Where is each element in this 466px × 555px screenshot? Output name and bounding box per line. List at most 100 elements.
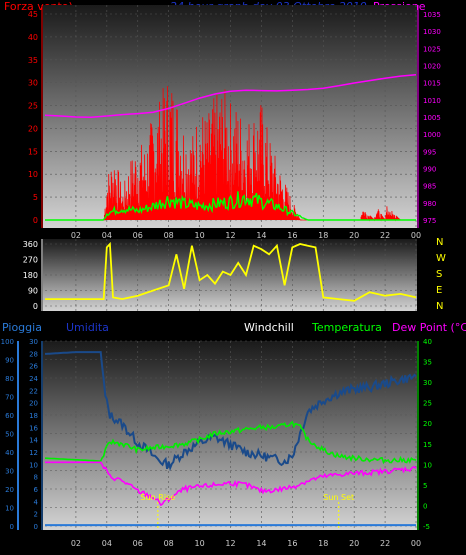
rain-tick-label: 16 — [29, 424, 38, 432]
temperature-tick-label: 40 — [423, 338, 432, 346]
temperature-tick-label: 20 — [423, 420, 432, 428]
x-tick-label: 00 — [411, 539, 421, 548]
rain-tick-label: 12 — [29, 449, 38, 457]
humidity-tick-label: 80 — [5, 375, 14, 383]
x-tick-label: 12 — [225, 231, 235, 240]
temperature-legend: Temperatura — [311, 321, 382, 334]
x-tick-label: 02 — [71, 539, 81, 548]
pressure-tick-label: 1005 — [423, 114, 441, 122]
wind-tick-label: 15 — [28, 147, 38, 156]
rain-tick-label: 28 — [29, 350, 38, 358]
temperature-humidity-plot-area — [43, 341, 417, 530]
rain-tick-label: 14 — [29, 437, 38, 445]
series-temperature-line — [45, 420, 417, 465]
humidity-tick-label: 50 — [5, 431, 14, 439]
windchill-legend: Windchill — [244, 321, 294, 334]
wind-tick-label: 25 — [28, 102, 38, 111]
temperature-tick-label: 0 — [423, 502, 427, 510]
compass-label: W — [436, 253, 446, 264]
series-direction-line — [45, 241, 417, 302]
humidity-tick-label: 10 — [5, 505, 14, 513]
x-tick-label: 04 — [102, 539, 112, 548]
x-tick-label: 06 — [133, 539, 143, 548]
pressure-tick-label: 985 — [423, 183, 436, 191]
temperature-tick-label: 35 — [423, 359, 432, 367]
temperature-tick-label: 25 — [423, 400, 432, 408]
x-tick-label: 22 — [380, 539, 390, 548]
rain-tick-label: 18 — [29, 412, 38, 420]
x-tick-label: 20 — [349, 539, 359, 548]
wind-tick-label: 10 — [28, 170, 38, 179]
wind-tick-label: 30 — [28, 79, 38, 88]
rain-tick-label: 10 — [29, 461, 38, 469]
rain-tick-label: 24 — [29, 375, 38, 383]
humidity-legend: Umidita — [66, 321, 109, 334]
pressure-tick-label: 1000 — [423, 131, 441, 139]
direction-tick-label: 180 — [23, 271, 38, 280]
x-tick-label: 22 — [380, 231, 390, 240]
x-tick-label: 04 — [102, 231, 112, 240]
series-dewpoint-line — [45, 461, 417, 507]
pressure-tick-label: 1035 — [423, 11, 441, 19]
x-tick-label: 18 — [318, 231, 328, 240]
x-tick-label: 00 — [411, 231, 421, 240]
direction-tick-label: 0 — [33, 302, 38, 311]
direction-tick-label: 270 — [23, 256, 38, 265]
humidity-tick-label: 40 — [5, 449, 14, 457]
x-tick-label: 06 — [133, 231, 143, 240]
wind-tick-label: 45 — [28, 10, 38, 19]
pressure-tick-label: 980 — [423, 200, 436, 208]
direction-tick-label: 360 — [23, 240, 38, 249]
pressure-tick-label: 990 — [423, 166, 436, 174]
compass-label: S — [436, 269, 442, 280]
x-tick-label: 10 — [194, 231, 204, 240]
temperature-tick-label: 10 — [423, 461, 432, 469]
pressure-tick-label: 1020 — [423, 63, 441, 71]
wind-tick-label: 20 — [28, 124, 38, 133]
x-tick-label: 08 — [164, 231, 174, 240]
series-pressure-line — [44, 74, 417, 119]
x-tick-label: 14 — [256, 539, 266, 548]
annotation-label: Sun Set — [323, 493, 354, 502]
humidity-tick-label: 30 — [5, 468, 14, 476]
rain-axis-label: Pioggia — [2, 321, 42, 334]
rain-tick-label: 0 — [34, 523, 38, 531]
temperature-tick-label: 30 — [423, 379, 432, 387]
compass-label: N — [436, 237, 443, 248]
humidity-tick-label: 60 — [5, 412, 14, 420]
compass-label: N — [436, 301, 443, 312]
rain-tick-label: 22 — [29, 387, 38, 395]
x-tick-label: 16 — [287, 231, 297, 240]
x-tick-label: 08 — [164, 539, 174, 548]
x-tick-label: 20 — [349, 231, 359, 240]
x-tick-label: 18 — [318, 539, 328, 548]
temperature-tick-label: 5 — [423, 482, 427, 490]
x-tick-label: 02 — [71, 231, 81, 240]
humidity-tick-label: 70 — [5, 394, 14, 402]
pressure-tick-label: 1010 — [423, 97, 441, 105]
rain-tick-label: 8 — [34, 474, 38, 482]
series-average-line — [45, 191, 416, 221]
compass-label: E — [436, 285, 442, 296]
dewpoint-legend: Dew Point (°C) — [392, 321, 466, 334]
humidity-tick-label: 0 — [10, 523, 14, 531]
x-tick-label: 14 — [256, 231, 266, 240]
humidity-tick-label: 90 — [5, 357, 14, 365]
direction-tick-label: 90 — [28, 287, 38, 296]
wind-tick-label: 35 — [28, 56, 38, 65]
wind-tick-label: 0 — [33, 216, 38, 225]
pressure-tick-label: 1015 — [423, 80, 441, 88]
x-tick-label: 12 — [225, 539, 235, 548]
x-tick-label: 16 — [287, 539, 297, 548]
rain-tick-label: 4 — [34, 498, 39, 506]
annotation-label: Sun Rise — [141, 493, 176, 502]
x-tick-label: 10 — [194, 539, 204, 548]
rain-tick-label: 20 — [29, 400, 38, 408]
series-humidity-line — [45, 351, 417, 472]
wind-tick-label: 5 — [33, 193, 38, 202]
humidity-tick-label: 20 — [5, 486, 14, 494]
rain-tick-label: 26 — [29, 363, 38, 371]
pressure-tick-label: 1025 — [423, 45, 441, 53]
pressure-tick-label: 995 — [423, 148, 436, 156]
